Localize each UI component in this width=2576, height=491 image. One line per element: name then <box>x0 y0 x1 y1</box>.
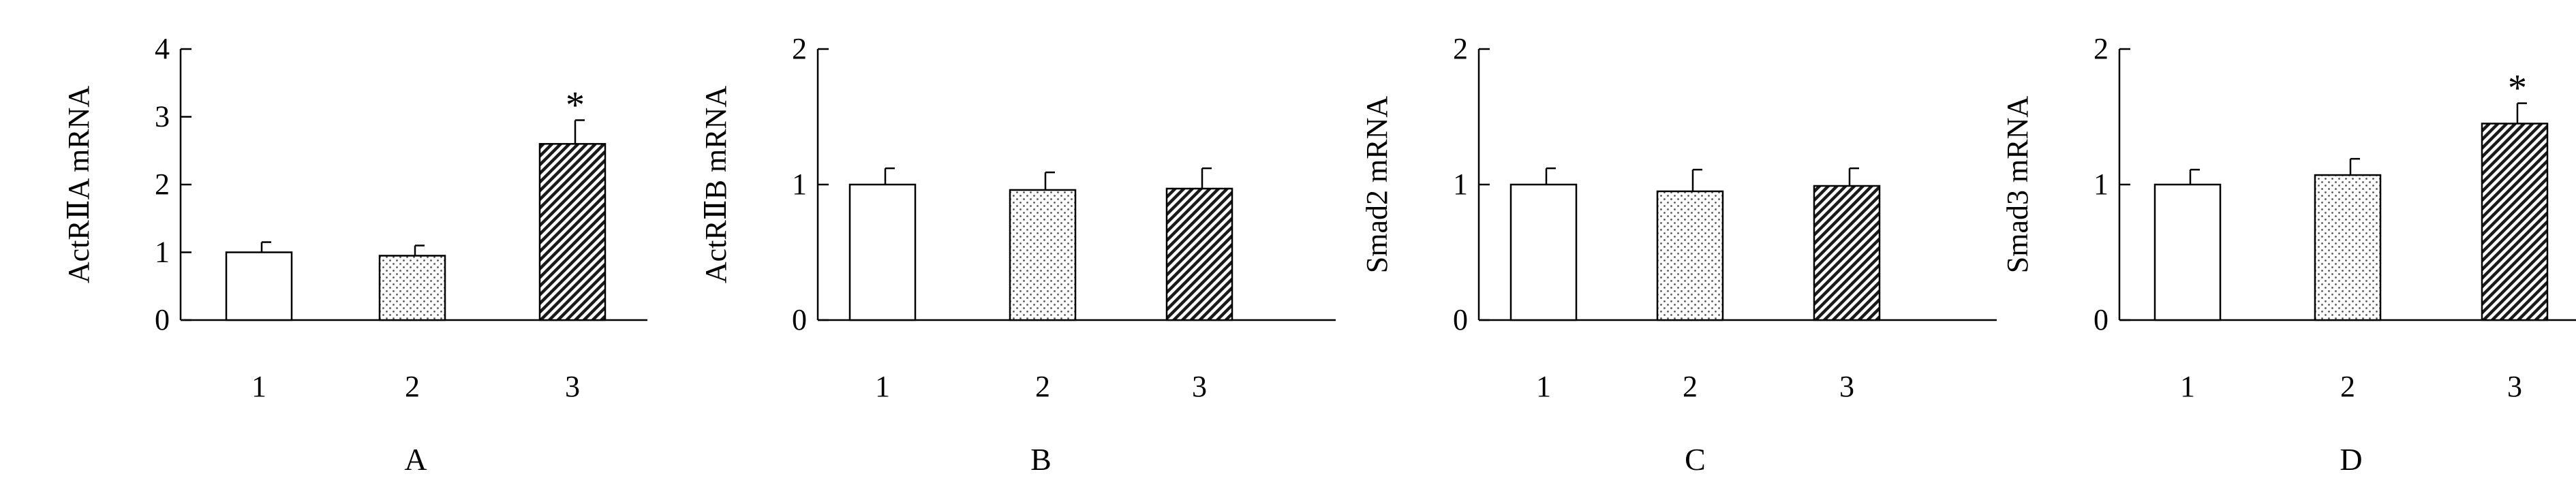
y-tick-label: 1 <box>155 236 170 269</box>
y-tick-label: 4 <box>155 32 170 65</box>
bar-3 <box>1813 185 1881 321</box>
chart-panel-d: 0 1 2 Smad3 mRNA 1 2 * 3 D <box>2001 32 2576 477</box>
y-tick-label: 2 <box>792 32 807 65</box>
x-tick-label: 3 <box>1839 370 1854 403</box>
bar-2 <box>378 255 446 321</box>
x-tick-label: 1 <box>251 370 266 403</box>
chart-panel-b: 0 1 2 ActRⅡB mRNA 1 2 3 B <box>699 32 1336 477</box>
x-tick-label: 2 <box>1683 370 1698 403</box>
bar-2 <box>1009 189 1077 321</box>
bar-1 <box>1509 183 1578 321</box>
y-tick-label: 0 <box>155 303 170 336</box>
bar-3 <box>2481 123 2549 321</box>
x-tick-label: 2 <box>1035 370 1050 403</box>
chart-panel-a: 0 1 2 3 4 ActRⅡA mRNA 1 2 * 3 A <box>62 32 647 477</box>
y-tick-label: 1 <box>1453 168 1468 201</box>
y-axis-label: Smad2 mRNA <box>1360 96 1394 274</box>
y-tick-label: 3 <box>155 100 170 133</box>
y-tick-label: 0 <box>2094 303 2109 336</box>
y-axis-label: Smad3 mRNA <box>2001 96 2034 274</box>
bar-1 <box>2153 183 2222 321</box>
x-tick-label: 3 <box>2507 370 2522 403</box>
bar-3 <box>1165 187 1233 321</box>
bar-2 <box>1656 190 1724 321</box>
significance-marker: * <box>566 84 585 126</box>
significance-marker: * <box>2508 67 2527 110</box>
y-tick-label: 0 <box>792 303 807 336</box>
x-tick-label: 3 <box>565 370 580 403</box>
y-tick-label: 2 <box>2094 32 2109 65</box>
panel-label: C <box>1685 442 1706 477</box>
x-tick-label: 2 <box>2340 370 2355 403</box>
panel-label: B <box>1030 442 1052 477</box>
panel-label: A <box>404 442 427 477</box>
x-tick-label: 1 <box>2180 370 2195 403</box>
bar-1 <box>225 251 293 321</box>
x-tick-label: 1 <box>1536 370 1551 403</box>
y-axis-label: ActRⅡB mRNA <box>699 86 733 283</box>
y-tick-label: 2 <box>155 168 170 201</box>
y-tick-label: 0 <box>1453 303 1468 336</box>
y-tick-label: 2 <box>1453 32 1468 65</box>
bar-1 <box>848 183 917 321</box>
chart-panel-c: 0 1 2 Smad2 mRNA 1 2 3 C <box>1360 32 1997 477</box>
bar-2 <box>2314 174 2382 321</box>
y-tick-label: 1 <box>2094 168 2109 201</box>
y-tick-label: 1 <box>792 168 807 201</box>
panel-label: D <box>2340 442 2362 477</box>
y-axis-label: ActRⅡA mRNA <box>62 86 95 283</box>
bar-3 <box>538 143 607 321</box>
x-tick-label: 3 <box>1192 370 1207 403</box>
x-tick-label: 1 <box>875 370 890 403</box>
x-tick-label: 2 <box>405 370 420 403</box>
